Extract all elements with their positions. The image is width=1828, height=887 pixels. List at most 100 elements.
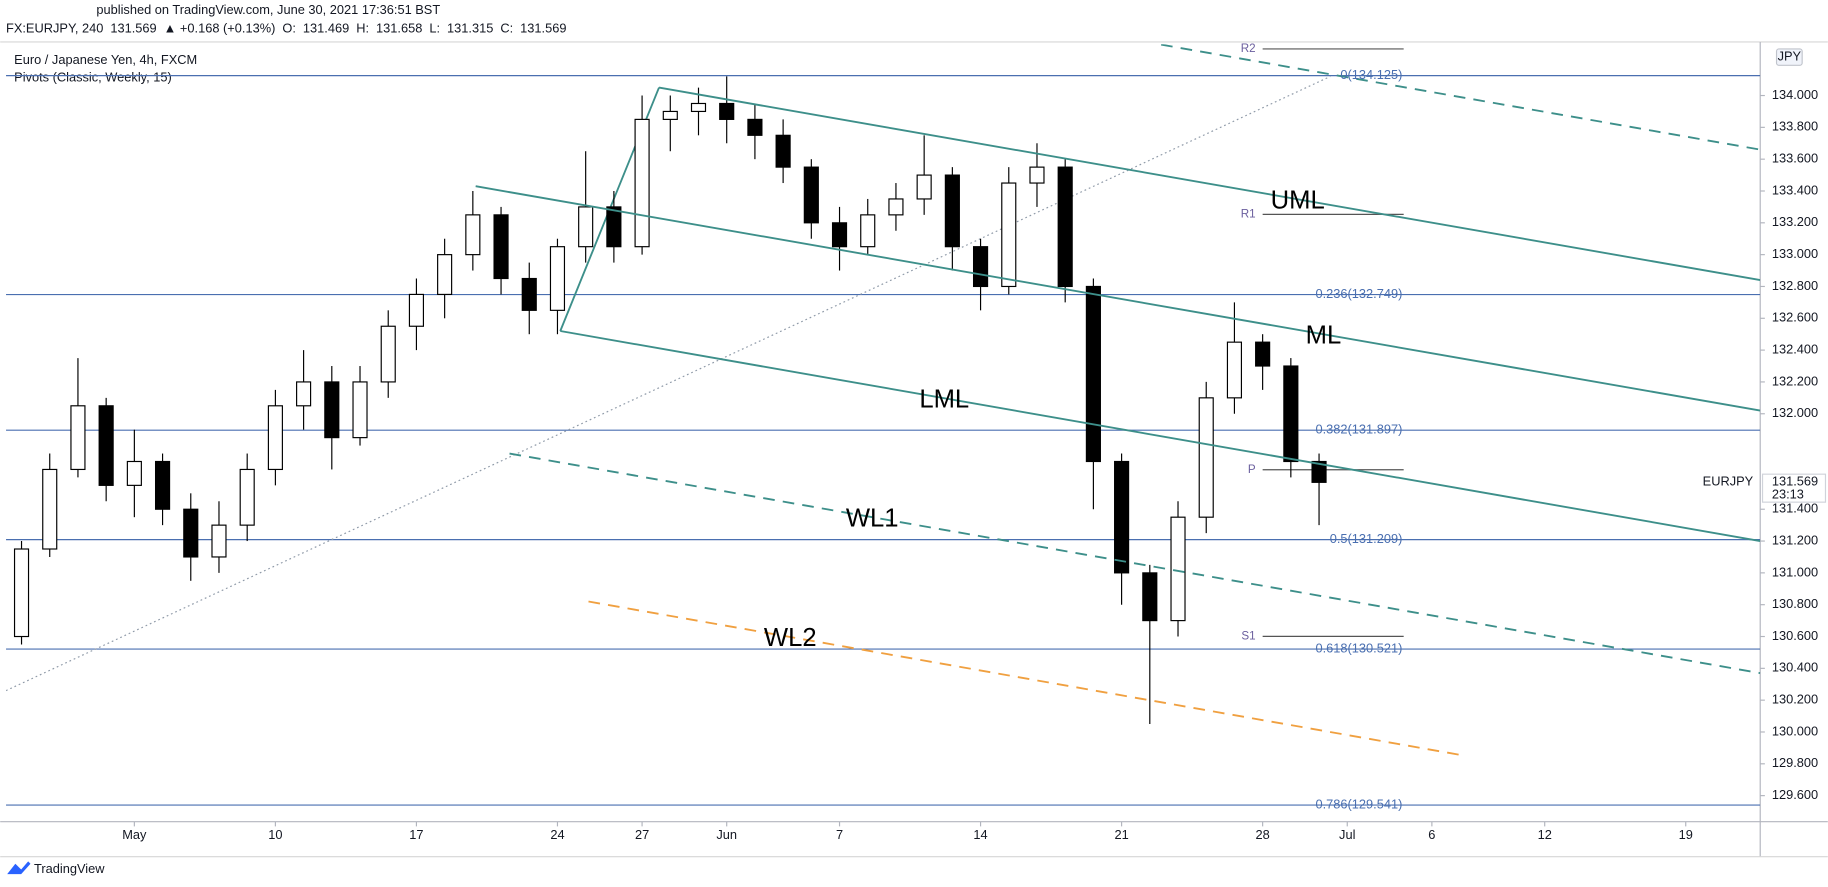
candle-body xyxy=(831,222,848,248)
annotation-label: WL2 xyxy=(764,624,817,652)
candle-body xyxy=(944,174,960,248)
header-item: 131.569 xyxy=(520,21,566,36)
x-tick-label: 24 xyxy=(550,827,564,842)
candle-body xyxy=(437,254,453,296)
candle-body xyxy=(1029,166,1045,184)
bar-countdown: 23:13 xyxy=(1772,487,1804,502)
candle-body xyxy=(972,246,989,288)
fib-label: 0.618(130.521) xyxy=(1315,640,1402,655)
candle-body xyxy=(1142,572,1158,622)
candle-body xyxy=(1226,341,1243,399)
fib-label: 0.786(129.541) xyxy=(1315,796,1402,811)
x-tick-label: May xyxy=(122,827,147,842)
candle-body xyxy=(465,214,481,256)
header-item: C: xyxy=(500,21,513,36)
candle-body xyxy=(408,293,425,327)
x-tick-label: 12 xyxy=(1538,827,1552,842)
y-tick-label: 131.000 xyxy=(1772,564,1818,579)
candle-body xyxy=(1283,365,1299,463)
candle-body xyxy=(239,468,255,526)
annotation-label: UML xyxy=(1271,186,1325,214)
candle-body xyxy=(916,174,932,200)
candle-body xyxy=(70,405,86,471)
candle-body xyxy=(662,110,678,120)
y-tick-label: 133.200 xyxy=(1772,214,1818,229)
publish-note: published on TradingView.com, June 30, 2… xyxy=(96,2,440,17)
candle-body xyxy=(154,460,171,510)
candle-body xyxy=(1255,341,1271,367)
annotation-label: LML xyxy=(919,385,969,413)
y-tick-label: 130.200 xyxy=(1772,692,1818,707)
candle-body xyxy=(1198,397,1214,518)
instrument-title: Euro / Japanese Yen, 4h, FXCM xyxy=(14,52,197,67)
pivot-label: S1 xyxy=(1241,629,1255,642)
x-tick-label: 28 xyxy=(1256,827,1270,842)
candle-body xyxy=(549,246,566,311)
y-tick-label: 130.400 xyxy=(1772,660,1818,675)
header-item: L: xyxy=(429,21,440,36)
candle-body xyxy=(521,277,537,311)
x-tick-label: 17 xyxy=(409,827,423,842)
header-item: 131.469 xyxy=(303,21,349,36)
indicator-title: Pivots (Classic, Weekly, 15) xyxy=(14,69,172,84)
header-item: 131.658 xyxy=(376,21,422,36)
pivot-label: R2 xyxy=(1241,42,1256,55)
y-tick-label: 131.400 xyxy=(1772,501,1818,516)
pitchfork-line xyxy=(560,330,1761,542)
pitchfork-line xyxy=(588,600,1466,757)
y-tick-label: 134.000 xyxy=(1772,87,1818,102)
y-tick-label: 133.600 xyxy=(1772,151,1818,166)
candle-body xyxy=(324,381,340,439)
y-tick-label: 133.800 xyxy=(1772,119,1818,134)
candle-body xyxy=(352,381,368,439)
candle-body xyxy=(578,206,594,248)
last-price: 131.569 xyxy=(1772,474,1818,489)
x-tick-label: 7 xyxy=(836,827,843,842)
brand: TradingView xyxy=(34,861,105,876)
fib-label: 0.5(131.209) xyxy=(1330,531,1403,546)
candle-body xyxy=(1114,460,1130,574)
y-tick-label: 131.200 xyxy=(1772,532,1818,547)
x-tick-label: 27 xyxy=(635,827,649,842)
annotation-label: WL1 xyxy=(846,504,899,532)
logo-icon xyxy=(7,861,31,875)
fib-label: 0(134.125) xyxy=(1340,67,1402,82)
candle-body xyxy=(126,460,142,486)
candle-body xyxy=(634,118,650,248)
candle-body xyxy=(860,214,876,248)
last-price-box xyxy=(1761,473,1827,503)
candle-body xyxy=(267,405,283,471)
y-tick-label: 132.800 xyxy=(1772,278,1818,293)
x-tick-label: Jun xyxy=(716,827,737,842)
header-item: FX:EURJPY, 240 xyxy=(6,21,103,36)
candle-body xyxy=(719,102,735,120)
candle-body xyxy=(13,548,30,638)
candle-body xyxy=(1057,166,1073,288)
y-tick-label: 130.600 xyxy=(1772,628,1818,643)
y-tick-label: 130.000 xyxy=(1772,723,1818,738)
trend-line xyxy=(6,75,1331,692)
header-item: 131.315 xyxy=(447,21,493,36)
candle-body xyxy=(690,102,707,113)
y-tick-label: 132.400 xyxy=(1772,342,1818,357)
candle-body xyxy=(380,325,396,383)
y-tick-label: 132.600 xyxy=(1772,310,1818,325)
y-tick-label: 133.000 xyxy=(1772,246,1818,261)
x-tick-label: 21 xyxy=(1114,827,1128,842)
pitchfork-line xyxy=(475,185,1761,412)
currency-label: JPY xyxy=(1778,49,1802,64)
pitchfork-line xyxy=(658,86,1761,282)
header-item: H: xyxy=(356,21,369,36)
candle-body xyxy=(747,118,763,136)
candle-body xyxy=(1311,460,1327,483)
candle-body xyxy=(1001,182,1017,288)
candle-body xyxy=(1170,516,1186,622)
symbol-label: EURJPY xyxy=(1703,474,1754,489)
candle-body xyxy=(888,198,904,216)
candle-body xyxy=(183,508,199,558)
trend-line xyxy=(1160,44,1761,151)
y-tick-label: 132.000 xyxy=(1772,405,1818,420)
